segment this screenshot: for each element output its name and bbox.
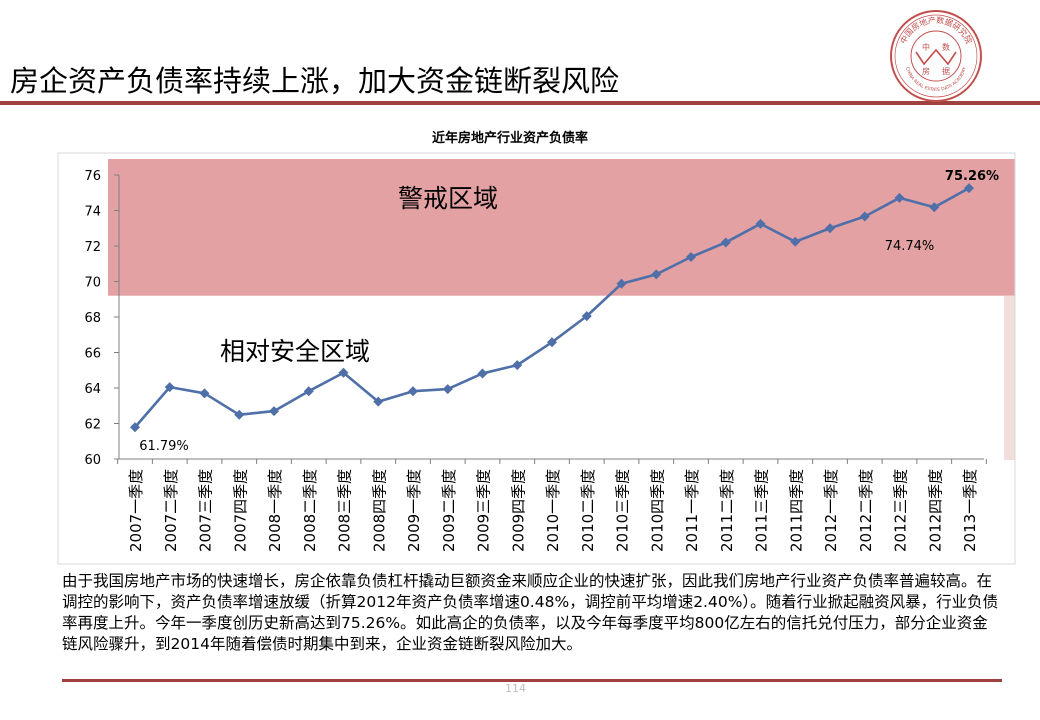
x-tick-label: 2007四季度: [231, 469, 249, 552]
data-point: [755, 218, 766, 229]
series-layer: [130, 183, 974, 433]
page-number: 114: [505, 682, 526, 695]
x-tick-label: 2007二季度: [162, 469, 180, 552]
x-tick-label: 2012二季度: [857, 469, 875, 552]
page-title: 房企资产负债率持续上涨，加大资金链断裂风险: [10, 64, 620, 98]
y-tick-label: 62: [84, 418, 101, 433]
data-point: [964, 183, 974, 194]
data-point: [303, 386, 314, 397]
data-point: [269, 406, 279, 417]
data-point: [859, 211, 870, 222]
x-tick-label: 2010四季度: [648, 469, 666, 552]
warning-zone-label: 警戒区域: [398, 184, 498, 213]
data-point: [790, 236, 801, 247]
warning-zone: [108, 159, 1015, 296]
x-tick-label: 2011三季度: [753, 469, 771, 552]
logo-char-4: 据: [942, 66, 950, 76]
x-tick-label: 2007一季度: [127, 469, 145, 552]
data-point: [338, 367, 349, 378]
data-point: [547, 337, 557, 348]
x-tick-label: 2012三季度: [892, 469, 910, 552]
data-point: [616, 278, 627, 289]
x-tick-label: 2008二季度: [301, 469, 319, 552]
safe-zone-label: 相对安全区域: [220, 337, 370, 366]
logo-char-1: 中: [922, 42, 930, 52]
logo-seal: 中国房地产数据研究院 CHINA REAL ESTATE DATA ACADEM…: [890, 10, 982, 102]
warning-zone-edge: [1004, 295, 1015, 460]
data-label: 61.79%: [139, 439, 189, 454]
data-point: [234, 409, 245, 420]
x-ticks: 2007一季度 2007二季度 2007三季度 2007四季度 2008一季度 2008二…: [117, 459, 987, 552]
data-point: [651, 269, 662, 280]
chart-title: 近年房地产行业资产负债率: [431, 131, 588, 146]
data-label: 75.26%: [945, 169, 999, 184]
data-point: [512, 360, 523, 371]
data-point: [720, 237, 731, 248]
x-tick-label: 2009二季度: [440, 469, 458, 552]
x-tick-label: 2008三季度: [336, 469, 354, 552]
y-tick-label: 64: [84, 382, 101, 397]
data-point: [929, 202, 940, 213]
data-point: [477, 368, 488, 379]
x-tick-label: 2011一季度: [683, 469, 701, 552]
y-tick-label: 68: [84, 311, 101, 326]
logo-char-3: 房: [922, 66, 930, 76]
y-tick-label: 74: [84, 205, 101, 220]
footer-rule: [62, 679, 1002, 682]
x-tick-label: 2012一季度: [822, 469, 840, 552]
x-tick-label: 2008一季度: [266, 469, 284, 552]
y-tick-label: 76: [84, 169, 101, 184]
x-tick-label: 2009一季度: [405, 469, 423, 552]
y-ticks: 60 62 64 66 68 70 72 74 76: [84, 169, 119, 468]
data-point: [373, 396, 384, 407]
data-point: [686, 252, 696, 263]
x-tick-label: 2013一季度: [961, 469, 979, 552]
data-point: [581, 311, 592, 322]
x-tick-label: 2010三季度: [614, 469, 632, 552]
y-tick-label: 72: [84, 240, 101, 255]
data-point: [199, 388, 210, 399]
x-tick-label: 2009三季度: [475, 469, 493, 552]
data-point: [130, 422, 140, 433]
x-tick-label: 2009四季度: [509, 469, 527, 552]
x-tick-label: 2010二季度: [579, 469, 597, 552]
data-point: [164, 382, 175, 393]
x-tick-label: 2007三季度: [197, 469, 215, 552]
plot-frame: [57, 152, 1016, 565]
y-tick-label: 66: [84, 347, 101, 362]
data-point: [894, 192, 905, 203]
y-tick-label: 60: [84, 453, 101, 468]
data-point: [825, 223, 835, 234]
y-tick-label: 70: [84, 276, 101, 291]
data-point: [442, 384, 453, 395]
x-tick-label: 2011二季度: [718, 469, 736, 552]
logo-char-2: 数: [942, 42, 950, 52]
x-tick-label: 2011四季度: [787, 469, 805, 552]
x-tick-label: 2010一季度: [544, 469, 562, 552]
labels-layer: 61.79% 74.74% 75.26%: [139, 169, 999, 454]
data-point: [408, 386, 418, 397]
title-rule: [0, 101, 1040, 105]
x-tick-label: 2012四季度: [926, 469, 944, 552]
x-tick-label: 2008四季度: [370, 469, 388, 552]
data-label: 74.74%: [885, 239, 935, 254]
caption-text: 由于我国房地产市场的快速增长，房企依靠负债杠杆撬动巨额资金来顺应企业的快速扩张，…: [62, 572, 999, 653]
